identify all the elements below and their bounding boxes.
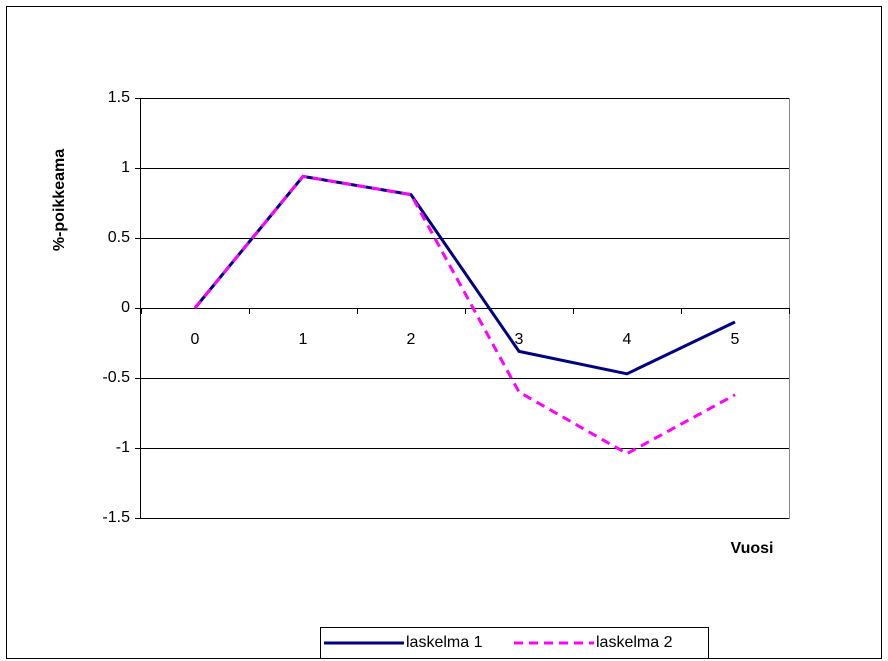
legend-label: laskelma 1 xyxy=(406,634,483,651)
y-tick-label: 1.5 xyxy=(108,89,130,106)
y-tick-label: 1 xyxy=(121,159,130,176)
data-line xyxy=(193,174,736,456)
x-tick-label: 5 xyxy=(731,331,740,348)
y-axis-label: %-poikkeama xyxy=(51,149,68,251)
legend-label: laskelma 2 xyxy=(596,634,673,651)
x-tick-label: 0 xyxy=(191,331,200,348)
x-axis-label: Vuosi xyxy=(731,540,774,557)
y-tick-label: 0.5 xyxy=(108,229,130,246)
x-tick-label: 2 xyxy=(407,331,416,348)
x-tick-label: 1 xyxy=(299,331,308,348)
y-tick-label: -0.5 xyxy=(102,369,130,386)
y-tick-label: -1 xyxy=(116,439,130,456)
y-tick-label: 0 xyxy=(121,299,130,316)
y-tick-label: -1.5 xyxy=(102,509,130,526)
x-tick-label: 4 xyxy=(623,331,632,348)
x-tick-label: 3 xyxy=(515,331,524,348)
